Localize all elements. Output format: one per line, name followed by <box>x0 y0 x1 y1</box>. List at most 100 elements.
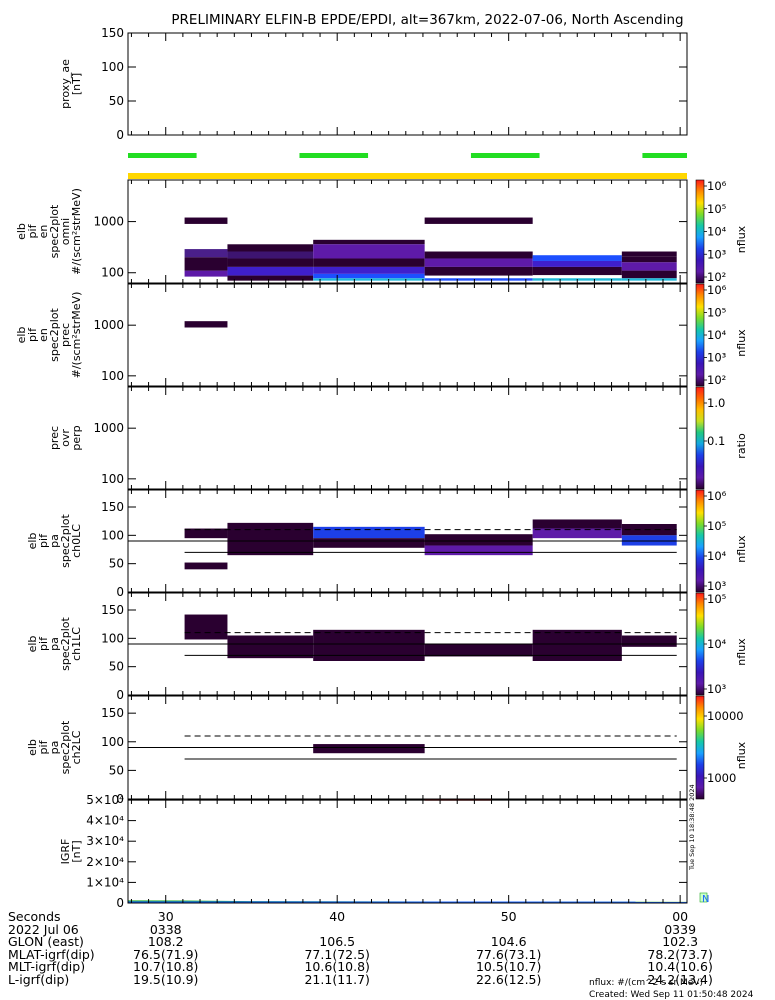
spectrogram-cell <box>313 258 425 267</box>
y-tick-label: 50 <box>109 763 124 777</box>
spectrogram-cell <box>621 256 677 263</box>
colorbar-label: nflux <box>735 225 748 253</box>
footer-value: 22.6(12.5) <box>476 972 541 987</box>
y-axis-label: #/(scm²strMeV) <box>70 292 83 379</box>
colorbar-tick-label: 10⁵ <box>707 592 727 606</box>
y-tick-label: 100 <box>101 631 124 645</box>
orbit-gold-bar <box>128 173 687 179</box>
y-axis-label: perp <box>70 425 83 450</box>
footer-value: 0339 <box>664 922 696 937</box>
legend-label: N <box>702 894 709 905</box>
panel-frame <box>127 386 688 490</box>
y-axis-label: prec <box>59 323 72 347</box>
y-tick-label: 1000 <box>93 318 124 332</box>
footer-value: 21.1(11.7) <box>304 972 369 987</box>
colorbar-label: nflux <box>735 535 748 563</box>
y-axis-label: pif <box>26 223 39 238</box>
footer-value: 76.5(71.9) <box>133 947 198 962</box>
orbit-green-segment <box>642 153 687 158</box>
footer-value: 102.3 <box>662 934 698 949</box>
y-axis-label: en <box>37 328 50 342</box>
colorbar-label: nflux <box>735 741 748 769</box>
y-axis-label: spec2plot <box>59 617 72 671</box>
colorbar-label: ratio <box>735 433 748 459</box>
spectrogram-cell <box>621 251 677 257</box>
spectrogram-cell <box>313 744 425 754</box>
y-tick-label: 150 <box>101 603 124 617</box>
footer-row-label: MLAT-igrf(dip) <box>8 947 95 962</box>
colorbar <box>695 179 705 284</box>
footer-value: 77.6(73.1) <box>476 947 541 962</box>
colorbar <box>695 283 705 387</box>
y-axis-label: #/(scm²strMeV) <box>70 188 83 275</box>
y-axis-label: pa <box>48 534 61 548</box>
panel-frame <box>127 695 688 800</box>
spectrogram-cell <box>621 278 677 281</box>
spectrogram-cell <box>313 278 425 281</box>
footer-value: 104.6 <box>491 934 527 949</box>
colorbar-tick-label: 10⁶ <box>707 283 727 297</box>
footer-value: 78.2(73.7) <box>647 947 712 962</box>
spectrogram-cell <box>532 519 622 529</box>
spectrogram-cell <box>424 644 533 657</box>
spectrogram-cell <box>227 522 314 556</box>
orbit-green-segment <box>128 153 197 158</box>
panel-frame <box>127 489 688 593</box>
y-tick-label: 150 <box>101 500 124 514</box>
spectrogram-cell <box>313 244 425 259</box>
spectrogram-cell <box>313 266 425 274</box>
orbit-green-segment <box>470 153 540 158</box>
colorbar-label: nflux <box>735 638 748 666</box>
y-axis-label: pa <box>48 741 61 755</box>
colorbar-tick-label: 10000 <box>707 709 744 723</box>
y-axis-label: ch1LC <box>70 627 83 661</box>
y-tick-label: 100 <box>101 735 124 749</box>
colorbar-tick-label: 10³ <box>707 351 727 365</box>
y-tick-label: 2×10⁴ <box>86 855 124 869</box>
footer-value: 0338 <box>150 922 182 937</box>
y-tick-label: 0 <box>116 688 124 702</box>
footer-value: 108.2 <box>148 934 184 949</box>
spectrogram-cell <box>424 251 533 259</box>
footer-value: 00 <box>672 909 688 924</box>
colorbar-tick-label: 10⁵ <box>707 202 727 216</box>
colorbar-tick-label: 10⁵ <box>707 519 727 533</box>
y-axis-label: elb <box>26 533 39 550</box>
footer-value: 24.2(13.4) <box>647 972 712 987</box>
footer-value: 50 <box>501 909 517 924</box>
y-tick-label: 0 <box>116 896 124 910</box>
colorbar-tick-label: 10⁶ <box>707 179 727 193</box>
created-note: Created: Wed Sep 11 01:50:48 2024 <box>589 990 754 1000</box>
y-tick-label: 0 <box>116 792 124 806</box>
colorbar <box>695 386 705 490</box>
y-axis-label: proxy_ae <box>59 59 72 109</box>
colorbar <box>695 695 705 800</box>
panel-frame <box>127 179 688 284</box>
spectrogram-cell <box>184 562 228 570</box>
y-axis-label: en <box>37 225 50 239</box>
footer-row-label: L-igrf(dip) <box>8 972 69 987</box>
y-tick-label: 150 <box>101 706 124 720</box>
footer-value: 40 <box>329 909 345 924</box>
spectrogram-cell <box>313 629 425 661</box>
y-tick-label: 50 <box>109 660 124 674</box>
units-note: nflux: #/(cm^2 s sr MeV) <box>589 978 703 988</box>
spectrogram-cell <box>227 244 314 252</box>
spectrogram-cell <box>621 262 677 271</box>
y-tick-label: 100 <box>101 528 124 542</box>
spectrogram-cell <box>184 270 228 277</box>
y-axis-label: [nT] <box>70 840 83 862</box>
y-axis-label: pif <box>37 533 50 548</box>
footer-value: 30 <box>158 909 174 924</box>
y-axis-label: spec2plot <box>59 514 72 568</box>
legend-swatch <box>699 892 708 903</box>
spectrogram-cell <box>227 251 314 259</box>
spectrogram-cell <box>621 270 677 279</box>
spectrogram-cell <box>184 321 228 328</box>
colorbar-tick-label: 0.1 <box>707 434 725 448</box>
colorbar-tick-label: 10³ <box>707 579 727 593</box>
spectrogram-cell <box>184 614 228 640</box>
colorbar-tick-label: 10⁴ <box>707 328 727 342</box>
spectrogram-cell <box>621 635 677 647</box>
y-axis-label: omni <box>59 218 72 245</box>
